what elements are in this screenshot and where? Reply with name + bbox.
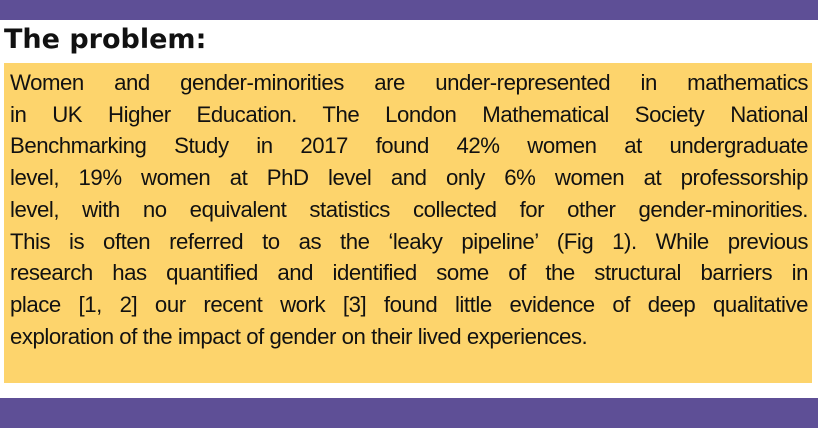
bottom-banner-bar <box>0 398 818 428</box>
top-banner-bar <box>0 0 818 20</box>
paragraph-line: level, with no equivalent statistics col… <box>10 196 808 222</box>
paragraph-line: Women and gender-minorities are under-re… <box>10 70 808 95</box>
paragraph-line: level, 19% women at PhD level and only 6… <box>10 165 808 191</box>
problem-paragraph: Women and gender-minorities are under-re… <box>10 67 808 352</box>
paragraph-line: exploration of the impact of gender on t… <box>10 323 588 349</box>
paragraph-line: This is often referred to as the ‘leaky … <box>10 228 808 254</box>
paragraph-line: Benchmarking Study in 2017 found 42% wom… <box>10 133 808 159</box>
paragraph-line: in UK Higher Education. The London Mathe… <box>10 101 808 127</box>
paragraph-line: place [1, 2] our recent work [3] found l… <box>10 291 808 317</box>
section-heading: The problem: <box>4 24 207 55</box>
problem-text-panel: Women and gender-minorities are under-re… <box>4 63 812 383</box>
paragraph-line: research has quantified and identified s… <box>10 260 808 286</box>
